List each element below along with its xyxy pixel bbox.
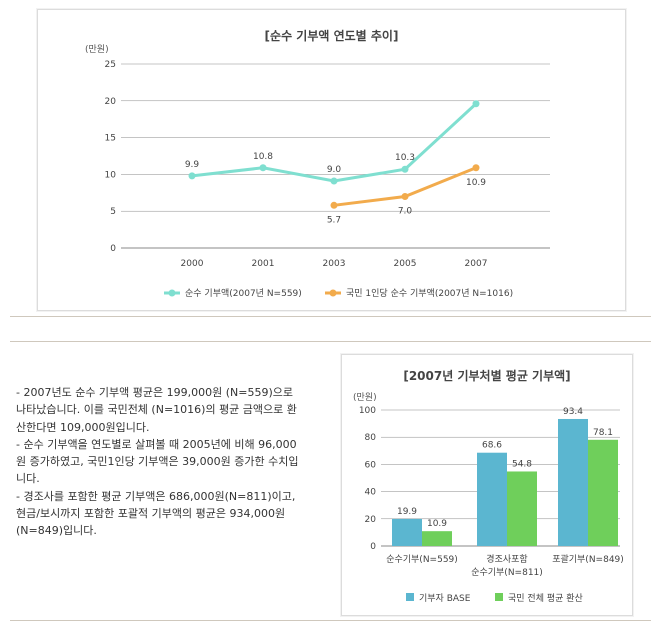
- bar-legend-swatch-1: [406, 593, 414, 601]
- line-point-series-1: [188, 172, 196, 180]
- divider-top: [10, 316, 651, 317]
- bar-y-tick-label: 0: [370, 542, 376, 552]
- bar-data-label: 93.4: [563, 407, 583, 417]
- line-x-tick-label: 2001: [252, 259, 275, 269]
- bar-y-tick-label: 80: [365, 433, 377, 443]
- bar-series-1: [558, 418, 588, 546]
- bar-y-unit-label: (만원): [353, 392, 377, 403]
- line-x-tick-label: 2000: [181, 259, 204, 269]
- line-y-tick-label: 5: [110, 207, 116, 217]
- divider-bottom: [10, 620, 651, 621]
- line-point-series-2: [401, 192, 409, 200]
- line-legend-marker-2: [329, 289, 337, 297]
- line-x-tick-label: 2007: [465, 259, 488, 269]
- line-data-label: 10.9: [466, 178, 486, 188]
- line-y-tick-label: 15: [105, 134, 116, 144]
- line-point-series-2: [330, 201, 338, 209]
- bar-chart-title: [2007년 기부처별 평균 기부액]: [403, 369, 571, 383]
- description-text: - 2007년도 순수 기부액 평균은 199,000원 (N=559)으로 나…: [16, 384, 306, 540]
- bar-legend-swatch-2: [495, 593, 503, 601]
- line-legend-label-1: 순수 기부액(2007년 N=559): [185, 287, 302, 299]
- line-y-tick-label: 25: [105, 60, 116, 70]
- line-x-tick-label: 2003: [323, 259, 346, 269]
- bar-data-label: 10.9: [427, 519, 447, 529]
- bar-y-tick-label: 20: [365, 515, 377, 525]
- line-x-tick-label: 2005: [394, 259, 417, 269]
- line-point-series-1: [330, 177, 338, 185]
- description-paragraph-2: - 순수 기부액을 연도별로 살펴볼 때 2005년에 비해 96,000원 증…: [16, 437, 299, 486]
- bar-x-tick-label: 순수기부(N=811): [471, 567, 543, 578]
- line-y-unit-label: (만원): [85, 44, 109, 55]
- line-chart: (만원) 0 5 10 15 20 25 2000 2001 2003 2005 2007 9.9 10.…: [85, 44, 550, 299]
- bar-legend-label-1: 기부자 BASE: [419, 593, 471, 604]
- bar-chart: (만원) 0 20 40 60 80 100 19.9 10.9 순수기부(N=559) 68.6 5…: [353, 392, 624, 604]
- bar-chart-panel: [2007년 기부처별 평균 기부액] (만원) 0 20 40 60 80 100 19.9…: [341, 354, 633, 616]
- line-data-label: 9.9: [185, 160, 200, 170]
- bar-y-tick-label: 40: [365, 488, 377, 498]
- line-data-label: 7.0: [398, 206, 413, 216]
- line-legend-label-2: 국민 1인당 순수 기부액(2007년 N=1016): [346, 287, 513, 299]
- line-data-label: 10.8: [253, 152, 273, 162]
- divider-middle: [10, 341, 651, 342]
- bar-data-label: 54.8: [512, 459, 532, 469]
- line-y-tick-label: 20: [105, 97, 117, 107]
- bar-series-1: [392, 518, 422, 546]
- line-data-label: 9.0: [327, 165, 342, 175]
- line-point-series-2: [472, 164, 480, 172]
- line-data-label: 10.3: [395, 153, 415, 163]
- bar-data-label: 19.9: [397, 507, 417, 517]
- description-paragraph-1: - 2007년도 순수 기부액 평균은 199,000원 (N=559)으로 나…: [16, 386, 297, 434]
- description-paragraph-3: - 경조사를 포함한 평균 기부액은 686,000원(N=811)이고, 현금…: [16, 489, 296, 538]
- line-point-series-1: [259, 164, 267, 172]
- line-y-tick-label: 0: [110, 244, 116, 254]
- line-point-series-1: [401, 165, 409, 173]
- bar-x-tick-label: 순수기부(N=559): [386, 554, 458, 565]
- line-point-series-1: [472, 100, 480, 108]
- bar-series-2: [422, 531, 452, 546]
- bar-x-tick-label: 경조사포함: [486, 553, 527, 565]
- bar-legend-label-2: 국민 전체 평균 환산: [508, 592, 583, 604]
- line-legend-marker-1: [168, 289, 176, 297]
- line-data-label: 5.7: [327, 215, 341, 225]
- bar-series-2: [588, 439, 618, 546]
- line-y-tick-label: 10: [105, 170, 117, 180]
- bar-series-2: [507, 471, 537, 546]
- bar-data-label: 78.1: [593, 428, 613, 438]
- bar-series-1: [477, 452, 507, 546]
- line-chart-title: [순수 기부액 연도별 추이]: [264, 29, 399, 43]
- bar-y-tick-label: 100: [359, 406, 376, 416]
- bar-data-label: 68.6: [482, 441, 502, 451]
- bar-y-tick-label: 60: [365, 460, 377, 470]
- line-chart-panel: [순수 기부액 연도별 추이] (만원) 0 5 10 15 20 25 2000 2001 20…: [37, 9, 626, 311]
- bar-x-tick-label: 포괄기부(N=849): [552, 553, 624, 565]
